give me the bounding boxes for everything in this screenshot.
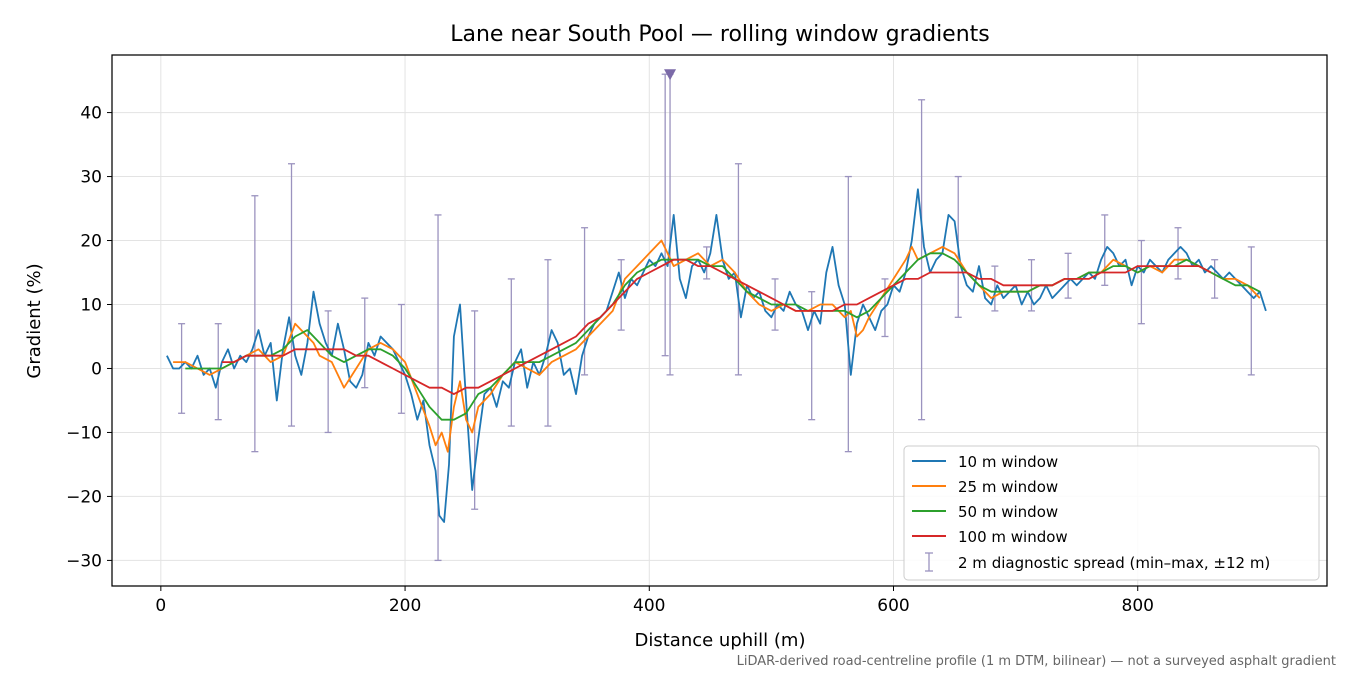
y-tick-label: −20 [66,487,102,507]
legend-swatch-errorbar [925,552,933,572]
error-bar [1211,259,1219,299]
legend-label-errorbar: 2 m diagnostic spread (min–max, ±12 m) [958,554,1270,572]
x-tick-label: 800 [1122,596,1154,616]
y-tick-label: 40 [80,104,102,124]
clipped-marker [664,69,677,81]
error-bar [507,278,515,427]
series-line-2 [185,252,1261,421]
error-bar [991,265,999,312]
y-tick-label: −30 [66,551,102,571]
y-tick-label: 20 [80,232,102,252]
legend-label-10m: 10 m window [958,453,1058,471]
error-bar [1137,239,1145,325]
series-lines [166,188,1267,523]
caption: LiDAR-derived road-centreline profile (1… [737,654,1336,669]
x-tick-label: 400 [633,596,665,616]
x-tick-label: 0 [155,596,166,616]
legend-label-25m: 25 m window [958,478,1058,496]
error-bars [178,69,1255,562]
y-tick-label: 10 [80,296,102,316]
error-bar [1247,246,1255,376]
error-bar [808,291,816,421]
x-axis-label: Distance uphill (m) [635,630,806,651]
error-bar [324,310,332,434]
y-tick-label: 0 [91,359,102,379]
y-tick-label: 30 [80,168,102,188]
legend-label-100m: 100 m window [958,528,1068,546]
error-bar [214,323,222,421]
error-bar [918,99,926,421]
y-axis-ticks: −30 −20 −10 0 10 20 30 40 [66,104,112,571]
y-axis-label: Gradient (%) [24,263,45,378]
plot-frame [111,54,1328,587]
y-tick-label: −10 [66,423,102,443]
error-bar [361,297,369,389]
error-bar [178,323,186,414]
error-bar [251,195,259,453]
error-bar [1174,227,1182,280]
legend-label-50m: 50 m window [958,503,1058,521]
x-axis-ticks: 0 200 400 600 800 [155,586,1154,616]
series-line-3 [221,258,1212,395]
legend: 10 m window 25 m window 50 m window 100 … [903,445,1320,581]
error-bar [1064,252,1072,299]
error-bar [288,163,296,427]
x-tick-label: 200 [389,596,421,616]
chart-title: Lane near South Pool — rolling window gr… [450,22,990,47]
error-bar [734,163,742,376]
legend-box [903,445,1320,581]
x-tick-label: 600 [877,596,909,616]
series-line-0 [166,188,1267,523]
